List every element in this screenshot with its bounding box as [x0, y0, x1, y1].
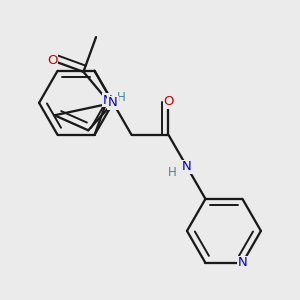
- Text: H: H: [168, 166, 176, 179]
- Text: N: N: [108, 96, 118, 109]
- Text: N: N: [182, 160, 192, 173]
- Text: N: N: [102, 94, 112, 106]
- Text: O: O: [47, 54, 57, 67]
- Text: O: O: [163, 95, 174, 108]
- Text: N: N: [238, 256, 247, 269]
- Text: H: H: [117, 91, 126, 104]
